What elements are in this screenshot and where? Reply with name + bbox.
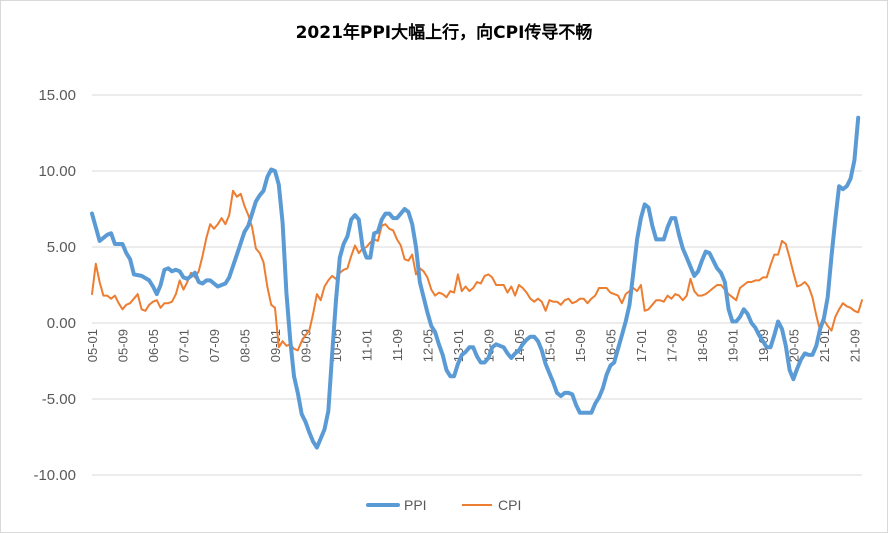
x-tick-label: 11-09: [390, 329, 405, 361]
x-tick-label: 07-01: [176, 329, 191, 362]
legend: PPI CPI: [366, 497, 521, 513]
x-tick-label: 05-01: [85, 329, 100, 362]
series-lines: [90, 115, 863, 450]
y-tick-label: 10.00: [38, 163, 76, 180]
x-tick-label: 06-05: [146, 329, 161, 362]
legend-label-ppi: PPI: [404, 497, 427, 513]
y-tick-label: 5.00: [47, 239, 76, 256]
y-tick-label: 15.00: [38, 87, 76, 104]
x-tick-label: 11-01: [359, 329, 374, 361]
x-tick-label: 09-09: [298, 329, 313, 362]
x-tick-label: 20-05: [786, 329, 801, 362]
x-tick-label: 17-01: [634, 329, 649, 362]
x-tick-label: 13-01: [451, 329, 466, 362]
x-tick-label: 15-01: [542, 329, 557, 362]
x-tick-label: 21-01: [817, 329, 832, 362]
x-tick-label: 18-05: [695, 329, 710, 362]
x-tick-label: 07-09: [207, 329, 222, 362]
series-line-cpi: [91, 189, 863, 352]
y-axis-ticks: 15.00 10.00 5.00 0.00 -5.00 -10.00: [33, 87, 76, 484]
gridlines: [92, 94, 862, 476]
legend-label-cpi: CPI: [498, 497, 521, 513]
x-tick-label: 17-09: [664, 329, 679, 362]
series-line-ppi: [90, 115, 861, 450]
y-tick-label: 0.00: [47, 315, 76, 332]
x-axis-ticks: 05-01 05-09 06-05 07-01 07-09 08-05 09-01 09-09…: [85, 329, 862, 362]
x-tick-label: 12-05: [420, 329, 435, 362]
x-tick-label: 15-09: [573, 329, 588, 362]
x-tick-label: 21-09: [847, 329, 862, 362]
y-tick-label: -10.00: [33, 467, 76, 484]
chart-title: 2021年PPI大幅上行，向CPI传导不畅: [296, 22, 593, 43]
x-tick-label: 09-01: [268, 329, 283, 362]
x-tick-label: 05-09: [115, 329, 130, 362]
x-tick-label: 13-09: [481, 329, 496, 362]
x-tick-label: 19-01: [725, 329, 740, 362]
y-tick-label: -5.00: [42, 391, 76, 408]
x-tick-label: 08-05: [237, 329, 252, 362]
